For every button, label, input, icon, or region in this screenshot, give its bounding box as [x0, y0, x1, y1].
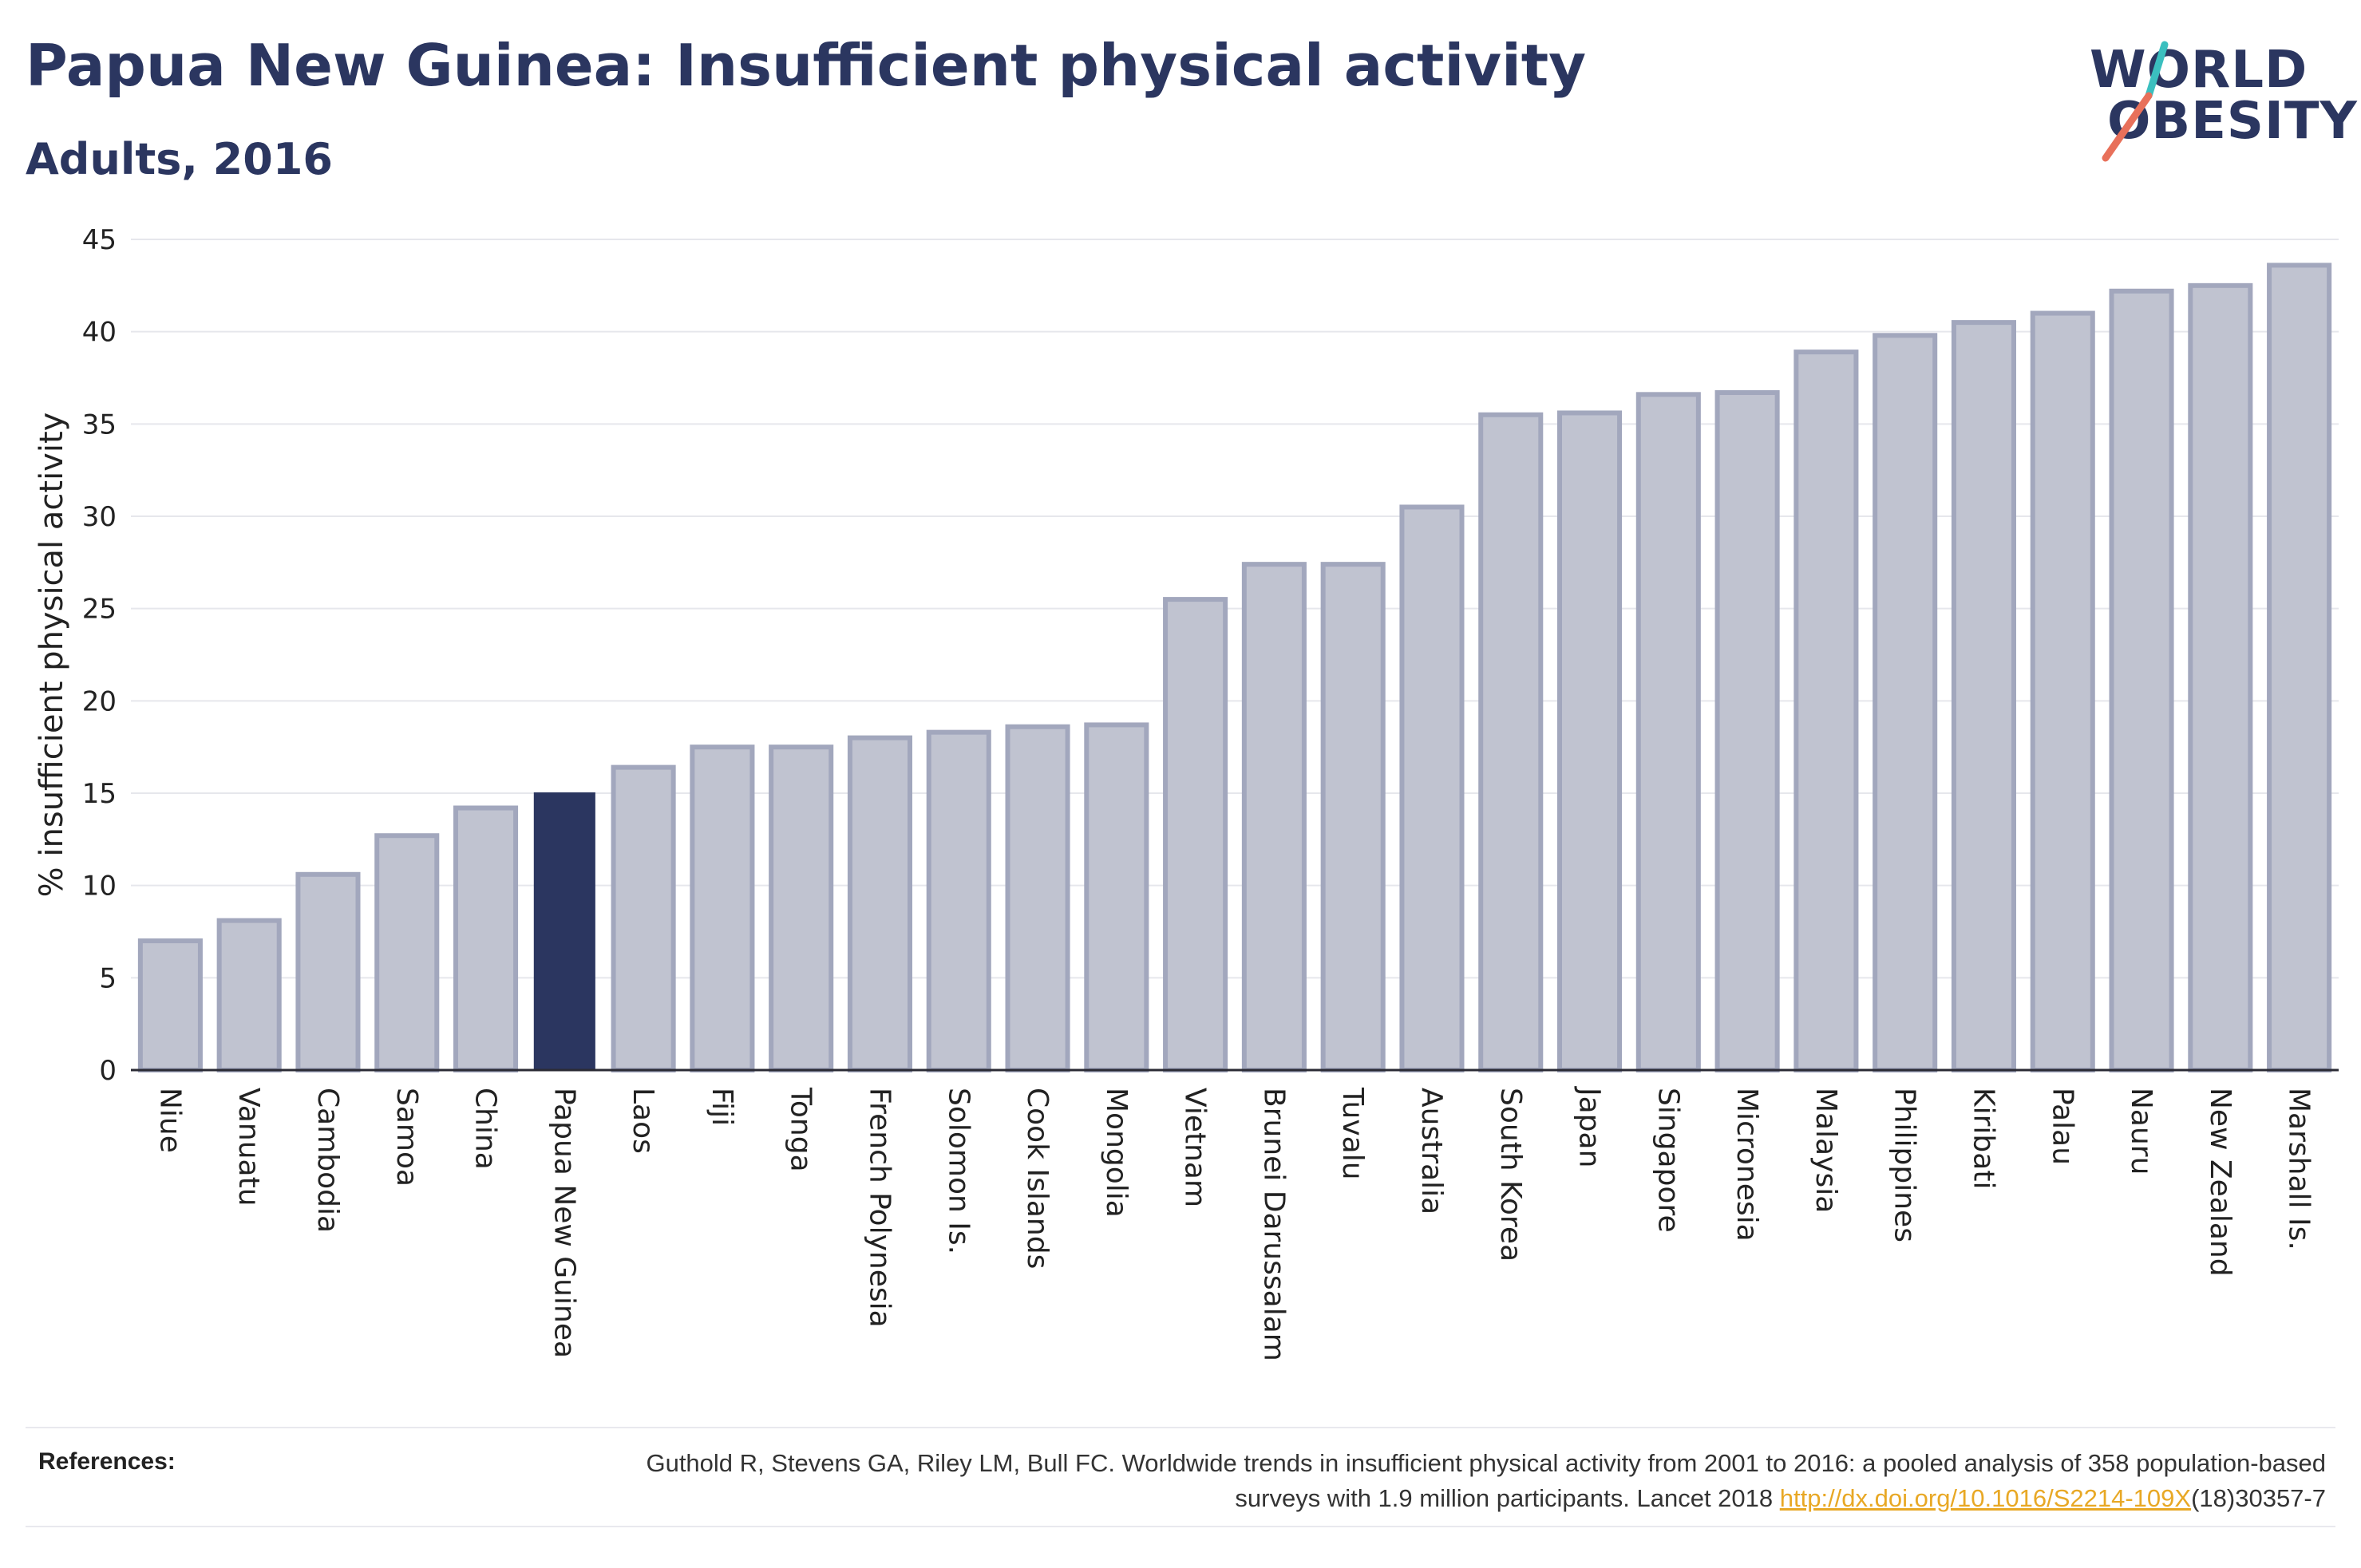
x-tick-label: Papua New Guinea — [548, 1088, 580, 1358]
y-tick-label: 35 — [82, 409, 117, 440]
x-tick-label: New Zealand — [2204, 1088, 2236, 1277]
x-tick-label: China — [469, 1088, 502, 1170]
chart-title: Papua New Guinea: Insufficient physical … — [26, 32, 1587, 99]
y-tick-label: 0 — [99, 1055, 117, 1087]
x-tick-label: Fiji — [706, 1088, 738, 1126]
bar — [533, 792, 595, 1071]
world-obesity-logo: WORLD OBESITY — [2083, 38, 2357, 166]
x-tick-label: Brunei Darussalam — [1257, 1088, 1290, 1361]
bars — [137, 263, 2332, 1073]
bar — [847, 735, 913, 1072]
bar — [137, 938, 203, 1072]
x-tick-label: Malaysia — [1809, 1088, 1842, 1213]
x-tick-label: Tuvalu — [1336, 1087, 1369, 1180]
bar-chart: 0 5 10 15 20 25 30 35 40 45 Niue Vanuatu Cambodia Sa… — [34, 224, 2339, 1361]
x-tick-label: Vietnam — [1179, 1088, 1212, 1207]
y-axis-label: % insufficient physical activity — [34, 413, 70, 898]
x-tick-label: Niue — [153, 1088, 186, 1153]
x-tick-label: Japan — [1573, 1086, 1606, 1167]
bar — [1241, 562, 1307, 1072]
x-tick-label: Singapore — [1651, 1088, 1684, 1233]
logo-slash-icon — [2102, 41, 2169, 162]
bar — [374, 833, 440, 1072]
bar — [769, 745, 834, 1073]
references-label: References: — [38, 1448, 176, 1475]
x-tick-label: Samoa — [390, 1088, 423, 1187]
x-tick-labels: Niue Vanuatu Cambodia Samoa China Papua New G… — [153, 1086, 2315, 1361]
x-tick-label: Nauru — [2125, 1088, 2157, 1175]
x-tick-label: Cambodia — [311, 1088, 344, 1233]
bar — [1635, 392, 1701, 1072]
y-tick-label: 5 — [99, 962, 117, 994]
x-tick-label: South Korea — [1494, 1088, 1527, 1262]
bar — [1951, 320, 2017, 1073]
y-tick-label: 15 — [82, 778, 117, 810]
bar — [1873, 333, 1938, 1072]
bar — [1399, 504, 1465, 1072]
x-tick-label: French Polynesia — [863, 1088, 896, 1328]
bar — [2030, 310, 2095, 1073]
references-doi-link[interactable]: http://dx.doi.org/10.1016/S2214-109X — [1779, 1484, 2192, 1512]
bar — [926, 729, 991, 1072]
bar — [1163, 597, 1228, 1073]
references-citation: Guthold R, Stevens GA, Riley LM, Bull FC… — [646, 1449, 2326, 1512]
x-tick-label: Australia — [1415, 1088, 1448, 1215]
y-tick-label: 20 — [82, 685, 117, 717]
y-tick-label: 25 — [82, 594, 117, 626]
bar — [1084, 722, 1149, 1072]
bar — [1478, 412, 1544, 1072]
bar — [2267, 263, 2332, 1073]
logo-text-line2: OBESITY — [2107, 92, 2358, 151]
x-tick-label: Kiribati — [1967, 1088, 1999, 1189]
references-citation-end: (18)30357-7 — [2191, 1484, 2326, 1512]
x-tick-label: Solomon Is. — [942, 1088, 975, 1254]
x-tick-label: Philippines — [1888, 1088, 1921, 1242]
bar — [453, 805, 519, 1072]
x-tick-label: Micronesia — [1730, 1088, 1763, 1242]
references-divider-top — [26, 1427, 2335, 1428]
bar — [1714, 390, 1780, 1073]
bar — [2109, 288, 2174, 1073]
x-tick-label: Palau — [2046, 1088, 2078, 1165]
x-tick-label: Marshall Is. — [2283, 1088, 2316, 1250]
bar — [611, 764, 676, 1072]
bar — [1793, 350, 1859, 1072]
logo-text-line1: WORLD — [2090, 41, 2308, 100]
bar — [1556, 410, 1623, 1073]
bar — [295, 871, 361, 1073]
bar — [2188, 282, 2253, 1073]
x-tick-label: Mongolia — [1100, 1088, 1133, 1218]
y-tick-label: 45 — [82, 224, 117, 256]
x-tick-label: Tonga — [785, 1087, 817, 1172]
x-tick-label: Vanuatu — [232, 1088, 265, 1207]
x-tick-label: Laos — [627, 1088, 659, 1154]
y-tick-label: 30 — [82, 501, 117, 533]
bar — [216, 918, 282, 1072]
chart-subtitle: Adults, 2016 — [26, 134, 333, 184]
references-divider-bottom — [26, 1526, 2335, 1527]
y-tick-label: 40 — [82, 317, 117, 349]
references-text: Guthold R, Stevens GA, Riley LM, Bull FC… — [570, 1446, 2326, 1516]
bar — [690, 745, 755, 1073]
x-tick-label: Cook Islands — [1021, 1088, 1054, 1269]
y-tick-labels: 0 5 10 15 20 25 30 35 40 45 — [82, 224, 117, 1087]
bar — [1005, 724, 1070, 1072]
bar — [1320, 562, 1386, 1072]
y-tick-label: 10 — [82, 871, 117, 902]
